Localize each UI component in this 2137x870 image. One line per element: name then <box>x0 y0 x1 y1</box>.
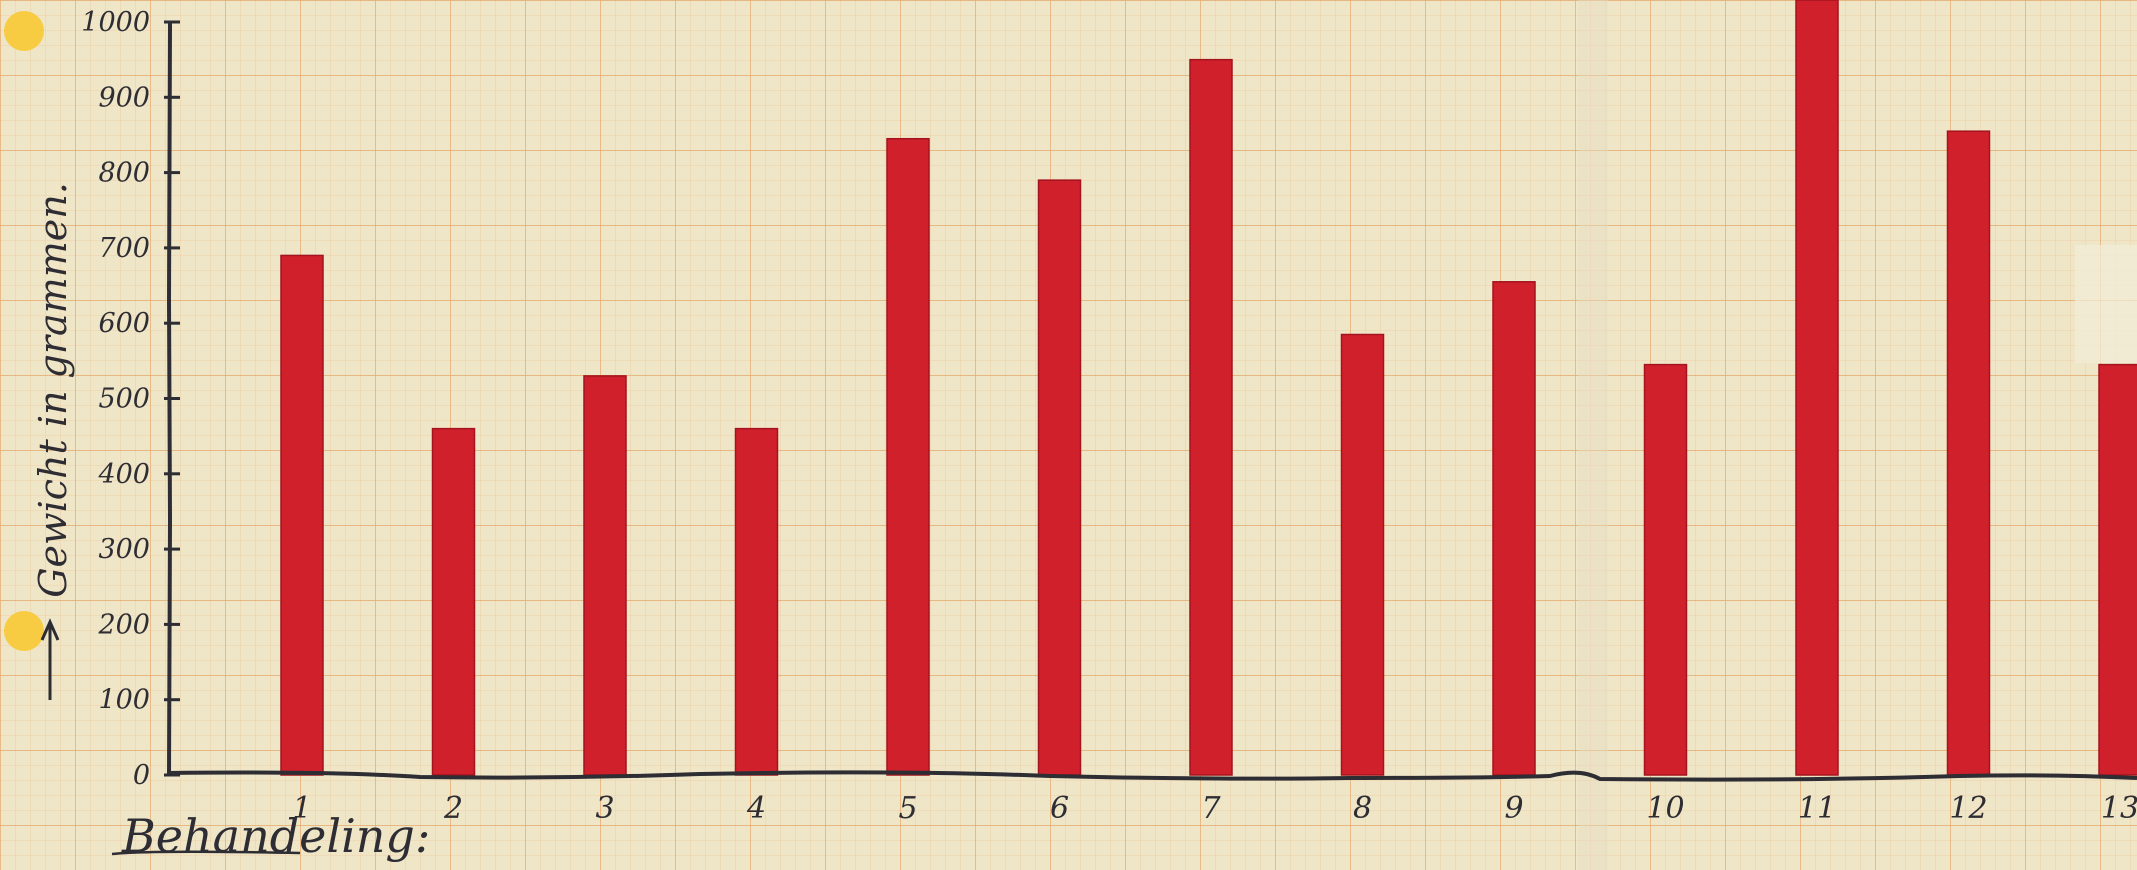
bars <box>280 0 2137 776</box>
x-tick-label-4: 4 <box>746 791 766 826</box>
x-tick-label-8: 8 <box>1353 791 1372 826</box>
bar-3 <box>583 375 627 776</box>
y-tick-label-600: 600 <box>98 308 150 339</box>
bar-9 <box>1492 281 1536 776</box>
x-tick-label-6: 6 <box>1050 791 1069 826</box>
x-axis-title: Behandeling: <box>121 809 430 863</box>
punch-hole-bottom <box>4 611 44 651</box>
bar-2 <box>431 427 476 776</box>
y-tick-label-100: 100 <box>98 685 150 716</box>
x-tick-label-7: 7 <box>1201 791 1221 826</box>
bar-4 <box>734 427 779 776</box>
bar-12 <box>1946 130 1991 776</box>
y-axis-ticks: 0 100 200 300 400 500 600 700 800 900 1000 <box>81 7 180 791</box>
y-tick-label-200: 200 <box>97 609 150 640</box>
y-tick-label-700: 700 <box>98 233 150 264</box>
x-tick-label-2: 2 <box>443 791 463 826</box>
y-tick-label-800: 800 <box>98 158 150 189</box>
bar-6 <box>1037 179 1082 776</box>
x-axis-line <box>166 770 2137 782</box>
bar-8 <box>1340 333 1385 776</box>
y-axis-line <box>166 21 173 776</box>
x-tick-label-13: 13 <box>2101 791 2137 826</box>
y-tick-label-900: 900 <box>98 82 150 113</box>
x-tick-label-11: 11 <box>1798 791 1836 826</box>
x-tick-label-9: 9 <box>1504 791 1523 826</box>
y-tick-label-1000: 1000 <box>81 7 150 38</box>
x-tick-label-5: 5 <box>898 791 917 826</box>
bar-5 <box>886 137 930 776</box>
x-tick-label-1: 1 <box>292 791 311 826</box>
punch-hole-top <box>4 11 44 51</box>
x-tick-label-10: 10 <box>1646 791 1684 826</box>
bar-13 <box>2098 363 2137 776</box>
x-axis-title-underline <box>111 850 301 856</box>
y-axis-arrow <box>40 618 60 700</box>
bar-1 <box>280 254 324 776</box>
x-axis-labels: 1 2 3 4 5 6 7 8 9 10 11 12 13 <box>292 791 2137 826</box>
y-tick-label-0: 0 <box>133 760 150 791</box>
bar-11 <box>1795 0 1839 776</box>
y-tick-label-300: 300 <box>98 534 150 565</box>
bar-10 <box>1643 363 1688 776</box>
x-tick-label-12: 12 <box>1949 791 1987 826</box>
y-tick-label-400: 400 <box>97 459 150 490</box>
y-tick-label-500: 500 <box>98 384 150 415</box>
bar-7 <box>1189 58 1233 776</box>
y-axis-title: Gewicht in grammen. <box>31 182 75 598</box>
x-tick-label-3: 3 <box>595 791 614 826</box>
